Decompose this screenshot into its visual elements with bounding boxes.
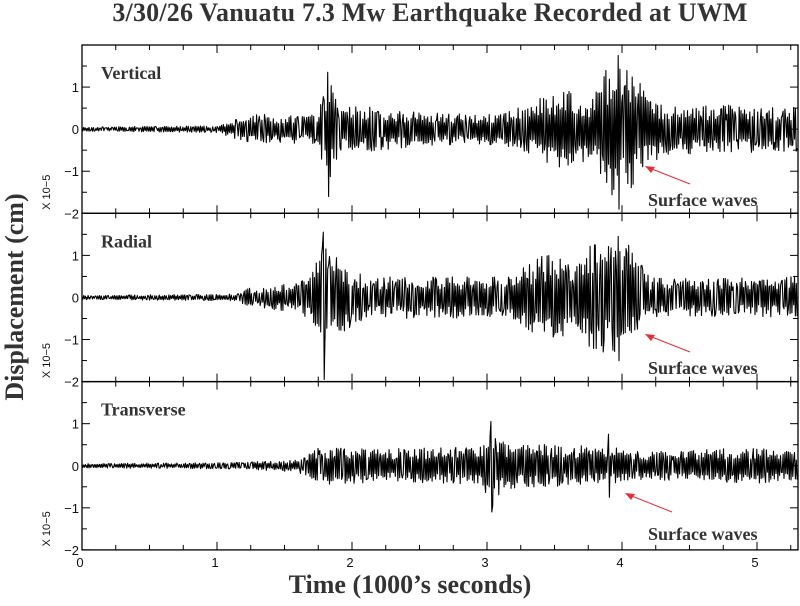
x-tick-label: 5: [751, 555, 758, 570]
panel-transverse: 1 0 −1 −2 X 10−5 Transverse Surface waves: [41, 381, 798, 558]
scale-factor-label: X 10−5: [41, 511, 53, 546]
y-tick-label: 1: [72, 248, 79, 263]
x-tick-label: 0: [76, 555, 83, 570]
chart-title: 3/30/26 Vanuatu 7.3 Mw Earthquake Record…: [112, 0, 748, 27]
panel-title: Vertical: [101, 63, 161, 83]
annotation-arrow: [652, 169, 691, 185]
waveform-trace: [81, 421, 798, 513]
y-tick-label: 1: [72, 80, 79, 95]
x-axis-label: Time (1000’s seconds): [288, 570, 532, 599]
y-tick-label: −2: [64, 375, 79, 390]
arrowhead-icon: [645, 166, 655, 173]
y-tick-label: −1: [64, 164, 79, 179]
waveform-trace: [81, 54, 798, 210]
annotation-arrow: [652, 337, 691, 353]
surface-waves-annotation: Surface waves: [648, 358, 757, 378]
surface-waves-annotation: Surface waves: [648, 190, 757, 210]
x-tick-label: 4: [616, 555, 623, 570]
x-tick-label: 3: [481, 555, 488, 570]
x-tick-label: 1: [211, 555, 218, 570]
arrowhead-icon: [645, 334, 655, 341]
y-tick-label: −1: [64, 501, 79, 516]
y-tick-label: −2: [64, 543, 79, 558]
y-tick-label: −1: [64, 333, 79, 348]
panel-title: Transverse: [101, 400, 186, 420]
panel-title: Radial: [101, 231, 152, 251]
y-tick-label: −2: [64, 206, 79, 221]
y-tick-label: 0: [72, 290, 79, 305]
arrowhead-icon: [625, 493, 635, 500]
annotation-arrow: [632, 496, 673, 513]
y-tick-label: 0: [72, 459, 79, 474]
surface-waves-annotation: Surface waves: [648, 524, 757, 544]
panel-radial: 1 0 −1 −2 X 10−5 Radial Surface waves: [41, 212, 798, 390]
scale-factor-label: X 10−5: [41, 343, 53, 378]
y-tick-label: 1: [72, 417, 79, 432]
scale-factor-label: X 10−5: [41, 175, 53, 210]
waveform-trace: [81, 231, 798, 381]
panel-vertical: 1 0 −1 −2 X 10−5 Vertical Surface waves: [41, 44, 798, 221]
x-tick-label: 2: [346, 555, 353, 570]
panel-frame: [81, 380, 799, 551]
y-tick-label: 0: [72, 122, 79, 137]
